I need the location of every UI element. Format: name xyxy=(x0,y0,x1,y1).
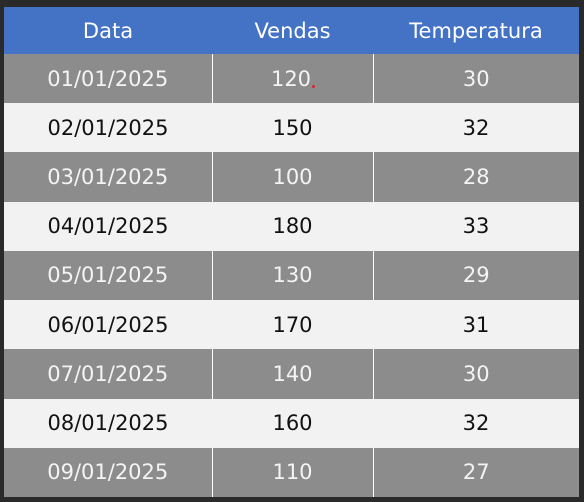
table-row: 08/01/2025 160 32 xyxy=(4,398,579,448)
sales-cell[interactable]: 100 xyxy=(211,152,373,202)
table-row: 02/01/2025 150 32 xyxy=(4,103,579,153)
data-table: Data Vendas Temperatura 01/01/2025 120 3… xyxy=(4,7,579,497)
temperature-cell[interactable]: 27 xyxy=(372,447,579,497)
data-table-container: Data Vendas Temperatura 01/01/2025 120 3… xyxy=(4,7,579,497)
sales-cell[interactable]: 130 xyxy=(211,250,373,301)
sales-cell[interactable]: 170 xyxy=(212,300,373,350)
table-row: 06/01/2025 170 31 xyxy=(4,300,579,350)
table-row: 07/01/2025 140 30 xyxy=(4,349,579,399)
sales-value: 120 xyxy=(270,66,312,91)
date-cell[interactable]: 04/01/2025 xyxy=(4,201,212,251)
table-row: 01/01/2025 120 30 xyxy=(4,54,579,104)
date-cell[interactable]: 09/01/2025 xyxy=(4,447,212,497)
temperature-cell[interactable]: 28 xyxy=(372,152,579,202)
table-body: 01/01/2025 120 30 02/01/2025 150 32 03/0… xyxy=(4,54,579,497)
column-header-temperatura[interactable]: Temperatura xyxy=(373,7,579,54)
sales-cell[interactable]: 160 xyxy=(212,398,373,448)
date-cell[interactable]: 06/01/2025 xyxy=(4,300,212,350)
temperature-cell[interactable]: 30 xyxy=(372,349,579,399)
temperature-cell[interactable]: 30 xyxy=(372,54,579,104)
sales-cell[interactable]: 140 xyxy=(211,349,373,399)
table-row: 05/01/2025 130 29 xyxy=(4,250,579,301)
date-cell[interactable]: 03/01/2025 xyxy=(4,152,212,202)
date-cell[interactable]: 05/01/2025 xyxy=(4,250,212,301)
table-header: Data Vendas Temperatura xyxy=(4,7,579,54)
column-header-data[interactable]: Data xyxy=(4,7,212,54)
sales-cell[interactable]: 110 xyxy=(211,447,373,497)
sales-cell[interactable]: 120 xyxy=(211,54,373,104)
date-cell[interactable]: 08/01/2025 xyxy=(4,398,212,448)
date-cell[interactable]: 02/01/2025 xyxy=(4,103,212,153)
table-row: 03/01/2025 100 28 xyxy=(4,152,579,202)
sales-cell[interactable]: 180 xyxy=(212,201,373,251)
date-cell[interactable]: 07/01/2025 xyxy=(4,349,212,399)
mouse-cursor-icon xyxy=(312,84,316,88)
header-row: Data Vendas Temperatura xyxy=(4,7,579,54)
column-header-vendas[interactable]: Vendas xyxy=(212,7,373,54)
table-row: 09/01/2025 110 27 xyxy=(4,447,579,497)
temperature-cell[interactable]: 32 xyxy=(373,103,579,153)
temperature-cell[interactable]: 31 xyxy=(373,300,579,350)
temperature-cell[interactable]: 33 xyxy=(373,201,579,251)
sales-cell[interactable]: 150 xyxy=(212,103,373,153)
temperature-cell[interactable]: 32 xyxy=(373,398,579,448)
temperature-cell[interactable]: 29 xyxy=(372,250,579,301)
date-cell[interactable]: 01/01/2025 xyxy=(4,54,212,104)
table-row: 04/01/2025 180 33 xyxy=(4,201,579,251)
